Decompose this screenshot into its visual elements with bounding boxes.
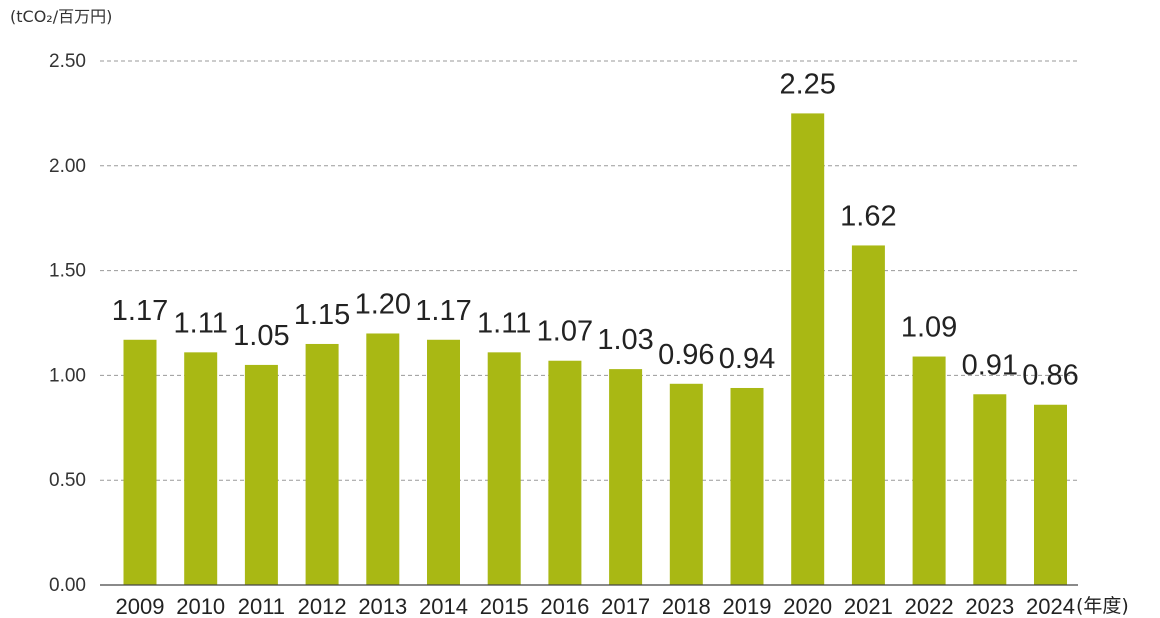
bar-2021 — [851, 245, 885, 585]
y-tick-label: 0.00 — [49, 575, 86, 596]
x-tick-label-2010: 2010 — [176, 594, 225, 618]
bar-2018 — [669, 383, 703, 585]
y-axis-unit-label: (tCO₂/百万円) — [10, 7, 112, 26]
value-label-2022: 1.09 — [901, 312, 957, 344]
x-tick-label-2014: 2014 — [419, 594, 468, 618]
x-tick-label-2012: 2012 — [298, 594, 347, 618]
value-label-2016: 1.07 — [537, 316, 593, 348]
x-tick-label-2017: 2017 — [601, 594, 650, 618]
bars — [123, 113, 1067, 586]
value-label-2024: 0.86 — [1022, 360, 1078, 392]
value-label-2019: 0.94 — [719, 343, 775, 375]
x-tick-label-2015: 2015 — [480, 594, 529, 618]
bar-2023 — [973, 394, 1007, 585]
x-tick-label-2022: 2022 — [905, 594, 954, 618]
x-tick-label-2024: 2024 — [1026, 594, 1075, 618]
value-label-2013: 1.20 — [355, 288, 411, 320]
bar-2015 — [487, 352, 521, 585]
bar-2012 — [305, 343, 339, 585]
value-label-2015: 1.11 — [477, 307, 531, 339]
x-tick-label-2013: 2013 — [358, 594, 407, 618]
y-tick-label: 1.00 — [49, 365, 86, 386]
y-axis-ticks: 0.00 0.50 1.00 1.50 2.00 2.50 — [49, 51, 86, 596]
x-tick-label-2011: 2011 — [238, 594, 285, 618]
x-axis-unit-label: (年度) — [1076, 595, 1129, 617]
x-tick-label-2018: 2018 — [662, 594, 711, 618]
bar-2009 — [123, 339, 157, 585]
bar-2011 — [244, 364, 278, 585]
bar-2014 — [427, 339, 460, 585]
x-tick-label-2023: 2023 — [965, 594, 1014, 618]
bar-2010 — [184, 352, 218, 585]
bar-2022 — [912, 356, 946, 585]
y-tick-label: 2.50 — [49, 51, 86, 72]
x-tick-label-2009: 2009 — [116, 594, 165, 618]
value-label-2014: 1.17 — [415, 295, 471, 327]
bar-2024 — [1034, 404, 1067, 585]
value-label-2018: 0.96 — [658, 339, 714, 371]
bar-2020 — [791, 113, 825, 586]
value-label-2011: 1.05 — [233, 320, 289, 352]
x-tick-label-2020: 2020 — [783, 594, 832, 618]
value-label-2009: 1.17 — [112, 295, 168, 327]
bar-2017 — [609, 369, 643, 585]
value-label-2020: 2.25 — [779, 68, 835, 100]
x-axis-ticks: 2009 2010 2011 2012 2013 2014 2015 2016 2017 2018… — [116, 594, 1075, 618]
y-tick-label: 1.50 — [49, 261, 86, 282]
value-label-2021: 1.62 — [840, 200, 896, 232]
x-tick-label-2016: 2016 — [540, 594, 589, 618]
bar-2016 — [548, 360, 582, 585]
x-tick-label-2019: 2019 — [723, 594, 772, 618]
value-labels: 1.17 1.11 1.051.15 1.20 1.17 1.11 1.07 1.03 0.96… — [112, 68, 1079, 391]
y-tick-label: 2.00 — [49, 156, 86, 177]
x-tick-label-2021: 2021 — [844, 594, 893, 618]
value-label-2012: 1.15 — [294, 299, 350, 331]
y-tick-label: 0.50 — [49, 470, 86, 491]
bar-2019 — [730, 387, 764, 585]
value-label-2023: 0.91 — [962, 349, 1018, 381]
value-label-2010: 1.11 — [174, 307, 228, 339]
value-label-2017: 1.03 — [597, 324, 653, 356]
bar-2013 — [366, 333, 400, 585]
